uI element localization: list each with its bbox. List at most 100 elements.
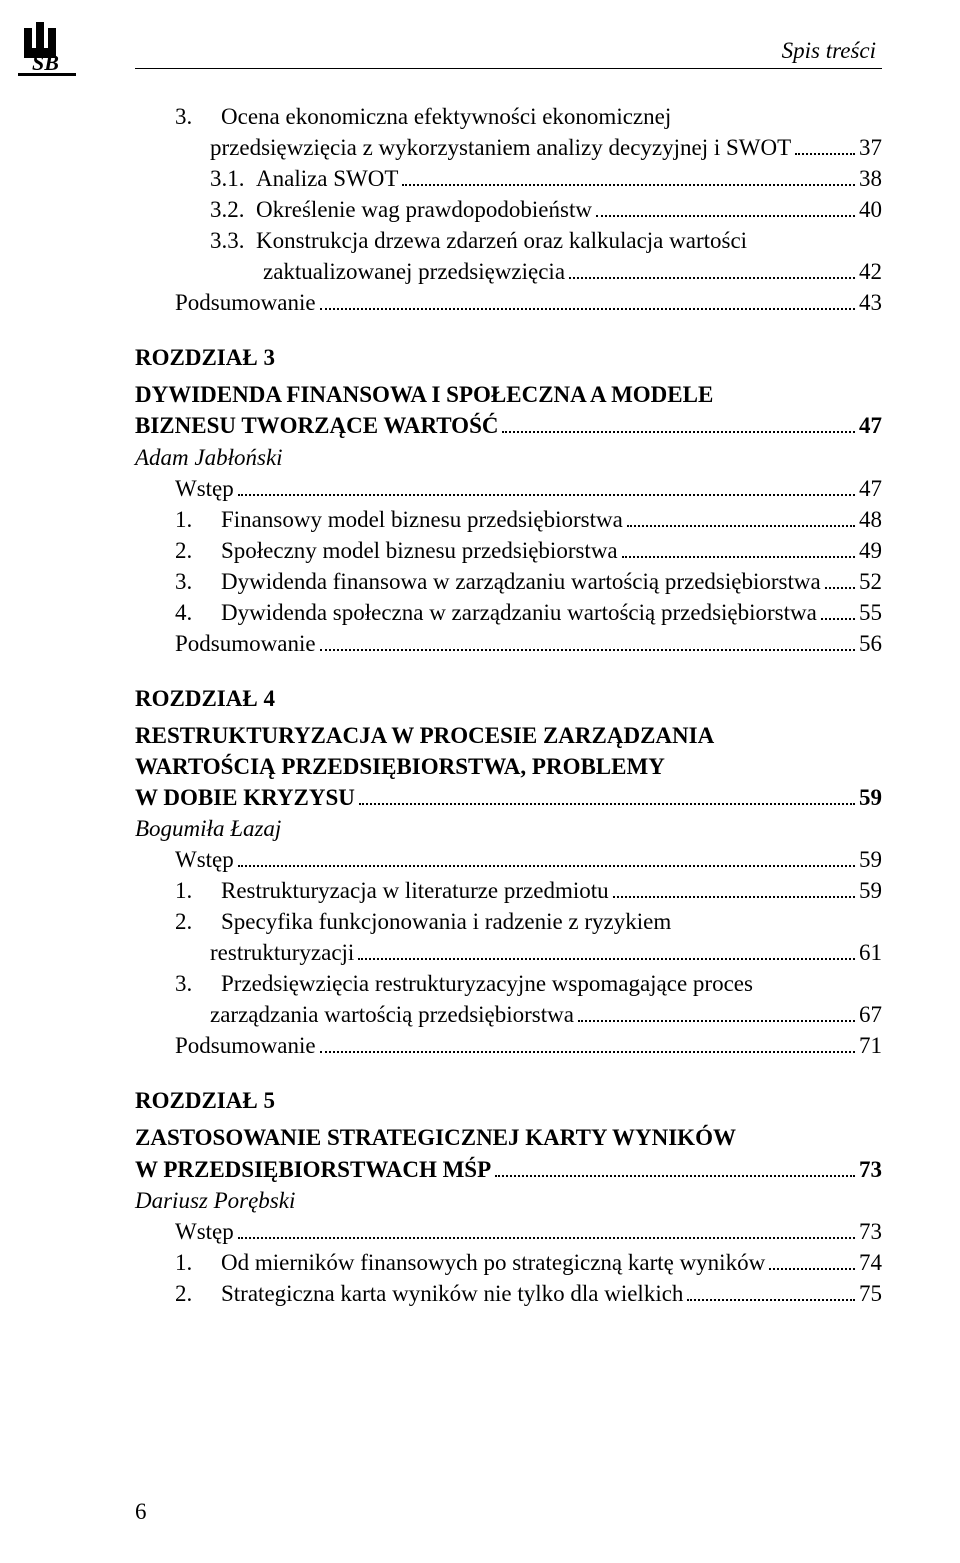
toc-label: 1. Finansowy model biznesu przedsiębiors… [175,504,623,535]
leader-dots [359,803,855,805]
toc-label: 1. Restrukturyzacja w literaturze przedm… [175,875,609,906]
toc-label: 2. Strategiczna karta wyników nie tylko … [175,1278,683,1309]
toc-page: 67 [859,999,882,1030]
toc-entry: 3.2. Określenie wag prawdopodobieństw 40 [135,194,882,225]
toc-label: 3.2. Określenie wag prawdopodobieństw [210,194,592,225]
leader-dots [769,1268,855,1270]
page-number: 6 [135,1496,147,1527]
toc-label: Podsumowanie [175,1030,316,1061]
toc-page: 47 [859,410,882,441]
toc-page: 73 [859,1216,882,1247]
toc-entry: 3.1. Analiza SWOT 38 [135,163,882,194]
header-rule [135,68,882,69]
leader-dots [596,215,855,217]
toc-entry: Podsumowanie 71 [135,1030,882,1061]
chapter-number: ROZDZIAŁ 4 [135,683,882,714]
leader-dots [358,958,855,960]
toc-label: zarządzania wartością przedsiębiorstwa [210,999,574,1030]
toc-entry: zaktualizowanej przedsięwzięcia 42 [135,256,882,287]
svg-text:SB: SB [32,50,59,75]
leader-dots [495,1175,855,1177]
leader-dots [320,1051,855,1053]
toc-entry: restrukturyzacji 61 [135,937,882,968]
toc-label: Wstęp [175,473,234,504]
chapter-title: W DOBIE KRYZYSU 59 [135,782,882,813]
chapter-author: Dariusz Porębski [135,1185,882,1216]
toc-label: BIZNESU TWORZĄCE WARTOŚĆ [135,410,498,441]
toc-page: 52 [859,566,882,597]
toc-label: 2. Społeczny model biznesu przedsiębiors… [175,535,618,566]
toc-entry: 2. Społeczny model biznesu przedsiębiors… [135,535,882,566]
toc-label: W DOBIE KRYZYSU [135,782,355,813]
toc-page: 74 [859,1247,882,1278]
toc-label: zaktualizowanej przedsięwzięcia [263,256,565,287]
leader-dots [622,556,855,558]
toc-page: 55 [859,597,882,628]
leader-dots [687,1299,855,1301]
running-head: Spis treści [135,35,882,66]
toc-page: 37 [859,132,882,163]
toc-page: 59 [859,782,882,813]
toc-page: 73 [859,1154,882,1185]
toc-entry: 3. Ocena ekonomiczna efektywności ekonom… [135,101,882,132]
leader-dots [238,1237,855,1239]
leader-dots [320,649,855,651]
chapter-author: Bogumiła Łazaj [135,813,882,844]
toc-entry: 4. Dywidenda społeczna w zarządzaniu war… [135,597,882,628]
chapter-number: ROZDZIAŁ 3 [135,342,882,373]
toc-entry: Podsumowanie 43 [135,287,882,318]
toc-entry: 3. Dywidenda finansowa w zarządzaniu war… [135,566,882,597]
toc-label: 3.1. Analiza SWOT [210,163,398,194]
toc-page: 49 [859,535,882,566]
toc-entry: 1. Restrukturyzacja w literaturze przedm… [135,875,882,906]
chapter-title: WARTOŚCIĄ PRZEDSIĘBIORSTWA, PROBLEMY [135,751,882,782]
toc-page: 40 [859,194,882,225]
toc-entry: 2. Strategiczna karta wyników nie tylko … [135,1278,882,1309]
toc-label: restrukturyzacji [210,937,354,968]
toc-entry: 1. Od mierników finansowych po strategic… [135,1247,882,1278]
toc-entry: przedsięwzięcia z wykorzystaniem analizy… [135,132,882,163]
toc-entry: Wstęp 73 [135,1216,882,1247]
leader-dots [825,587,855,589]
leader-dots [320,308,855,310]
leader-dots [402,184,855,186]
toc-label: Wstęp [175,1216,234,1247]
toc-label: przedsięwzięcia z wykorzystaniem analizy… [210,132,791,163]
toc-entry: 1. Finansowy model biznesu przedsiębiors… [135,504,882,535]
toc-label: Wstęp [175,844,234,875]
toc-entry: Podsumowanie 56 [135,628,882,659]
toc-page: 56 [859,628,882,659]
chapter-author: Adam Jabłoński [135,442,882,473]
leader-dots [238,865,855,867]
toc-label: Podsumowanie [175,287,316,318]
toc-page: 71 [859,1030,882,1061]
chapter-title: ZASTOSOWANIE STRATEGICZNEJ KARTY WYNIKÓW [135,1122,882,1153]
leader-dots [613,896,855,898]
leader-dots [821,618,855,620]
toc-label: W PRZEDSIĘBIORSTWACH MŚP [135,1154,491,1185]
leader-dots [569,277,855,279]
leader-dots [795,153,855,155]
toc-entry: 3.3. Konstrukcja drzewa zdarzeń oraz kal… [135,225,882,256]
toc-page: 43 [859,287,882,318]
toc-page: 59 [859,875,882,906]
toc-entry: Wstęp 47 [135,473,882,504]
publisher-logo: SB [18,18,76,76]
leader-dots [578,1020,855,1022]
chapter-title: RESTRUKTURYZACJA W PROCESIE ZARZĄDZANIA [135,720,882,751]
toc-label: 3. Dywidenda finansowa w zarządzaniu war… [175,566,821,597]
toc-page: 61 [859,937,882,968]
toc-label: Podsumowanie [175,628,316,659]
toc-entry: 3. Przedsięwzięcia restrukturyzacyjne ws… [135,968,882,999]
toc-page: 59 [859,844,882,875]
chapter-number: ROZDZIAŁ 5 [135,1085,882,1116]
leader-dots [627,525,855,527]
chapter-title: BIZNESU TWORZĄCE WARTOŚĆ 47 [135,410,882,441]
toc-label: 1. Od mierników finansowych po strategic… [175,1247,765,1278]
toc-entry: Wstęp 59 [135,844,882,875]
toc-page: 75 [859,1278,882,1309]
leader-dots [238,494,855,496]
chapter-title: DYWIDENDA FINANSOWA I SPOŁECZNA A MODELE [135,379,882,410]
leader-dots [502,431,855,433]
toc-entry: 2. Specyfika funkcjonowania i radzenie z… [135,906,882,937]
